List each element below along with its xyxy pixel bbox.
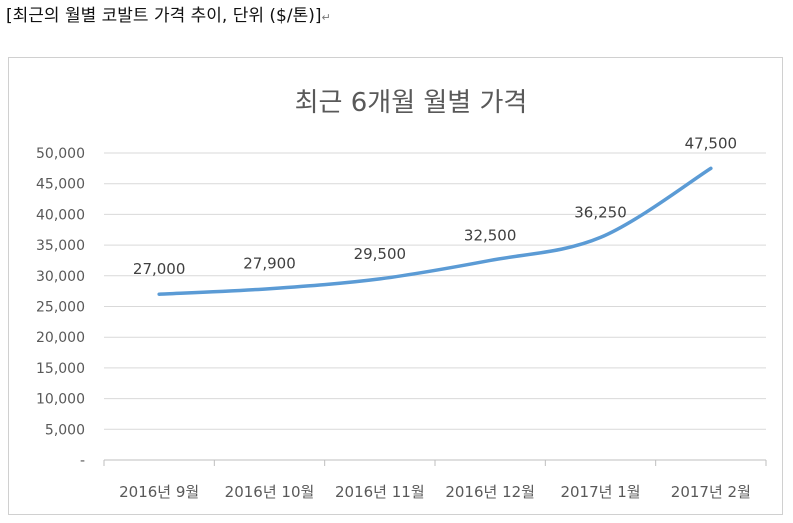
y-tick-label: 35,000 xyxy=(36,238,85,254)
x-tick-label: 2017년 2월 xyxy=(671,483,751,501)
data-label: 27,000 xyxy=(133,260,186,278)
figure-caption: [최근의 월별 코발트 가격 추이, 단위 ($/톤)]↵ xyxy=(6,4,331,30)
x-tick-label: 2016년 11월 xyxy=(335,483,425,501)
y-axis-tick-labels: - 5,000 10,000 15,000 20,000 25,000 30,000 35,0… xyxy=(36,146,85,469)
x-tick-label: 2016년 9월 xyxy=(119,483,199,501)
chart-title: 최근 6개월 월별 가격 xyxy=(295,88,528,118)
series-group xyxy=(157,166,713,296)
paragraph-mark-icon: ↵ xyxy=(321,11,331,24)
y-tick-label: 20,000 xyxy=(36,330,85,346)
data-label: 32,500 xyxy=(464,226,517,244)
x-tick-label: 2016년 10월 xyxy=(225,483,315,501)
y-tick-label: 25,000 xyxy=(36,300,85,316)
data-label: 27,900 xyxy=(243,255,296,273)
y-tick-label: 45,000 xyxy=(36,177,85,193)
y-tick-label: 5,000 xyxy=(45,422,85,438)
data-label: 36,250 xyxy=(574,203,627,221)
y-tick-label: 50,000 xyxy=(36,146,85,162)
x-tick-label: 2017년 1월 xyxy=(560,483,640,501)
data-label: 29,500 xyxy=(354,245,407,263)
data-labels: 27,000 27,900 29,500 32,500 36,250 47,500 xyxy=(133,134,737,278)
x-tick-label: 2016년 12월 xyxy=(445,483,535,501)
x-axis: 2016년 9월 2016년 10월 2016년 11월 2016년 12월 2017년… xyxy=(103,459,767,501)
chart-frame xyxy=(8,57,783,515)
gridlines xyxy=(104,152,766,430)
data-label: 47,500 xyxy=(685,134,738,152)
caption-text: [최근의 월별 코발트 가격 추이, 단위 ($/톤)] xyxy=(6,6,322,26)
y-tick-label: - xyxy=(80,453,85,469)
y-tick-label: 10,000 xyxy=(36,392,85,408)
y-tick-label: 30,000 xyxy=(36,269,85,285)
y-tick-label: 15,000 xyxy=(36,361,85,377)
y-tick-label: 40,000 xyxy=(36,207,85,223)
series-line xyxy=(157,166,713,296)
